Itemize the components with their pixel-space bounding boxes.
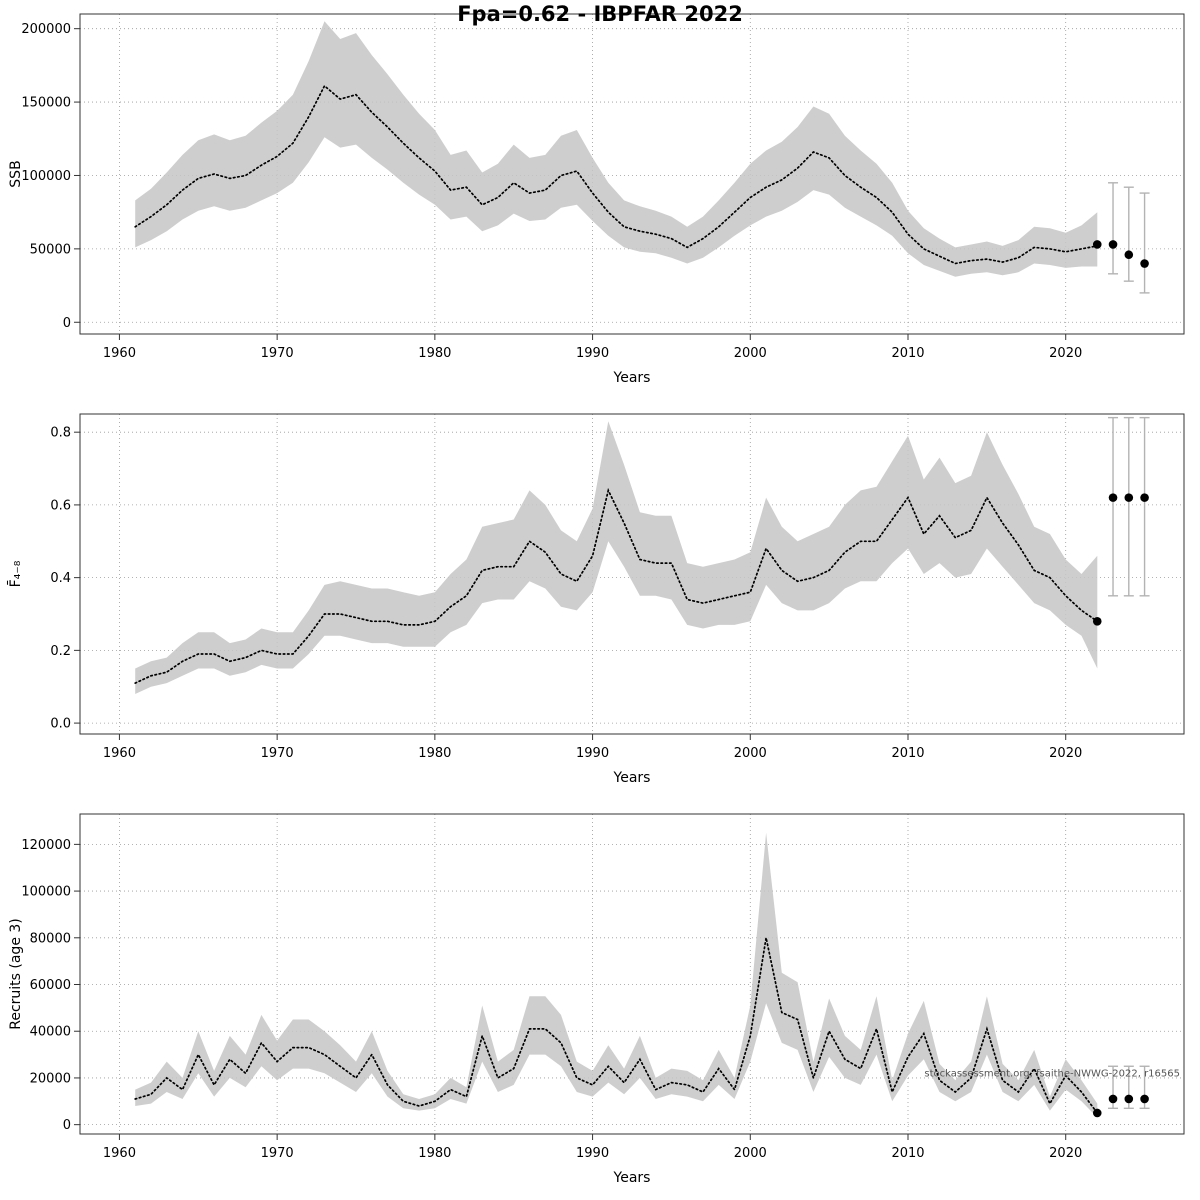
svg-text:1990: 1990 bbox=[576, 746, 609, 761]
svg-text:0: 0 bbox=[63, 1118, 71, 1133]
svg-text:50000: 50000 bbox=[30, 242, 71, 257]
svg-text:2010: 2010 bbox=[891, 1146, 924, 1161]
svg-text:1970: 1970 bbox=[261, 1146, 294, 1161]
ssb-chart: 1960 1970 1980 1990 2000 2010 2020 0 50000 100000… bbox=[8, 13, 1185, 386]
svg-text:2000: 2000 bbox=[734, 346, 767, 361]
svg-text:200000: 200000 bbox=[21, 22, 71, 37]
svg-text:2020: 2020 bbox=[1049, 746, 1082, 761]
svg-text:2000: 2000 bbox=[734, 1146, 767, 1161]
svg-text:1990: 1990 bbox=[576, 1146, 609, 1161]
svg-text:2000: 2000 bbox=[734, 746, 767, 761]
svg-text:Years: Years bbox=[613, 770, 651, 786]
svg-text:1980: 1980 bbox=[418, 1146, 451, 1161]
svg-text:Years: Years bbox=[613, 370, 651, 386]
svg-text:0.0: 0.0 bbox=[50, 717, 71, 732]
svg-text:1980: 1980 bbox=[418, 746, 451, 761]
svg-text:100000: 100000 bbox=[21, 885, 71, 900]
svg-text:0.2: 0.2 bbox=[50, 644, 71, 659]
svg-text:1960: 1960 bbox=[103, 1146, 136, 1161]
svg-text:1970: 1970 bbox=[261, 746, 294, 761]
svg-text:2020: 2020 bbox=[1049, 346, 1082, 361]
svg-text:0.4: 0.4 bbox=[50, 571, 71, 586]
svg-text:0: 0 bbox=[63, 316, 71, 331]
recruits-chart: 1960 1970 1980 1990 2000 2010 2020 0 20000 40000 6… bbox=[8, 813, 1185, 1186]
svg-text:2020: 2020 bbox=[1049, 1146, 1082, 1161]
svg-text:1960: 1960 bbox=[103, 746, 136, 761]
watermark-text: stockassessment.org, fsaithe-NWWG-2022, … bbox=[924, 1068, 1180, 1079]
svg-text:0.8: 0.8 bbox=[50, 426, 71, 441]
svg-text:1970: 1970 bbox=[261, 346, 294, 361]
svg-text:F̄₄₋₈: F̄₄₋₈ bbox=[6, 560, 24, 587]
svg-text:60000: 60000 bbox=[30, 978, 71, 993]
svg-text:150000: 150000 bbox=[21, 96, 71, 111]
svg-text:1960: 1960 bbox=[103, 346, 136, 361]
svg-text:40000: 40000 bbox=[30, 1025, 71, 1040]
svg-text:Recruits (age 3): Recruits (age 3) bbox=[8, 918, 24, 1030]
svg-text:SSB: SSB bbox=[8, 160, 24, 187]
svg-text:80000: 80000 bbox=[30, 931, 71, 946]
svg-text:20000: 20000 bbox=[30, 1071, 71, 1086]
svg-text:0.6: 0.6 bbox=[50, 498, 71, 513]
svg-text:Years: Years bbox=[613, 1170, 651, 1186]
svg-text:1980: 1980 bbox=[418, 346, 451, 361]
svg-text:2010: 2010 bbox=[891, 746, 924, 761]
svg-text:100000: 100000 bbox=[21, 169, 71, 184]
recruits-panel: 1960 1970 1980 1990 2000 2010 2020 0 20000 40000 6… bbox=[0, 800, 1200, 1200]
fbar-chart: 1960 1970 1980 1990 2000 2010 2020 0.0 0.2 0.4 0.6… bbox=[6, 413, 1185, 786]
svg-text:120000: 120000 bbox=[21, 838, 71, 853]
svg-text:1990: 1990 bbox=[576, 346, 609, 361]
ssb-panel: 1960 1970 1980 1990 2000 2010 2020 0 50000 100000… bbox=[0, 0, 1200, 400]
svg-text:2010: 2010 bbox=[891, 346, 924, 361]
fbar-panel: 1960 1970 1980 1990 2000 2010 2020 0.0 0.2 0.4 0.6… bbox=[0, 400, 1200, 800]
